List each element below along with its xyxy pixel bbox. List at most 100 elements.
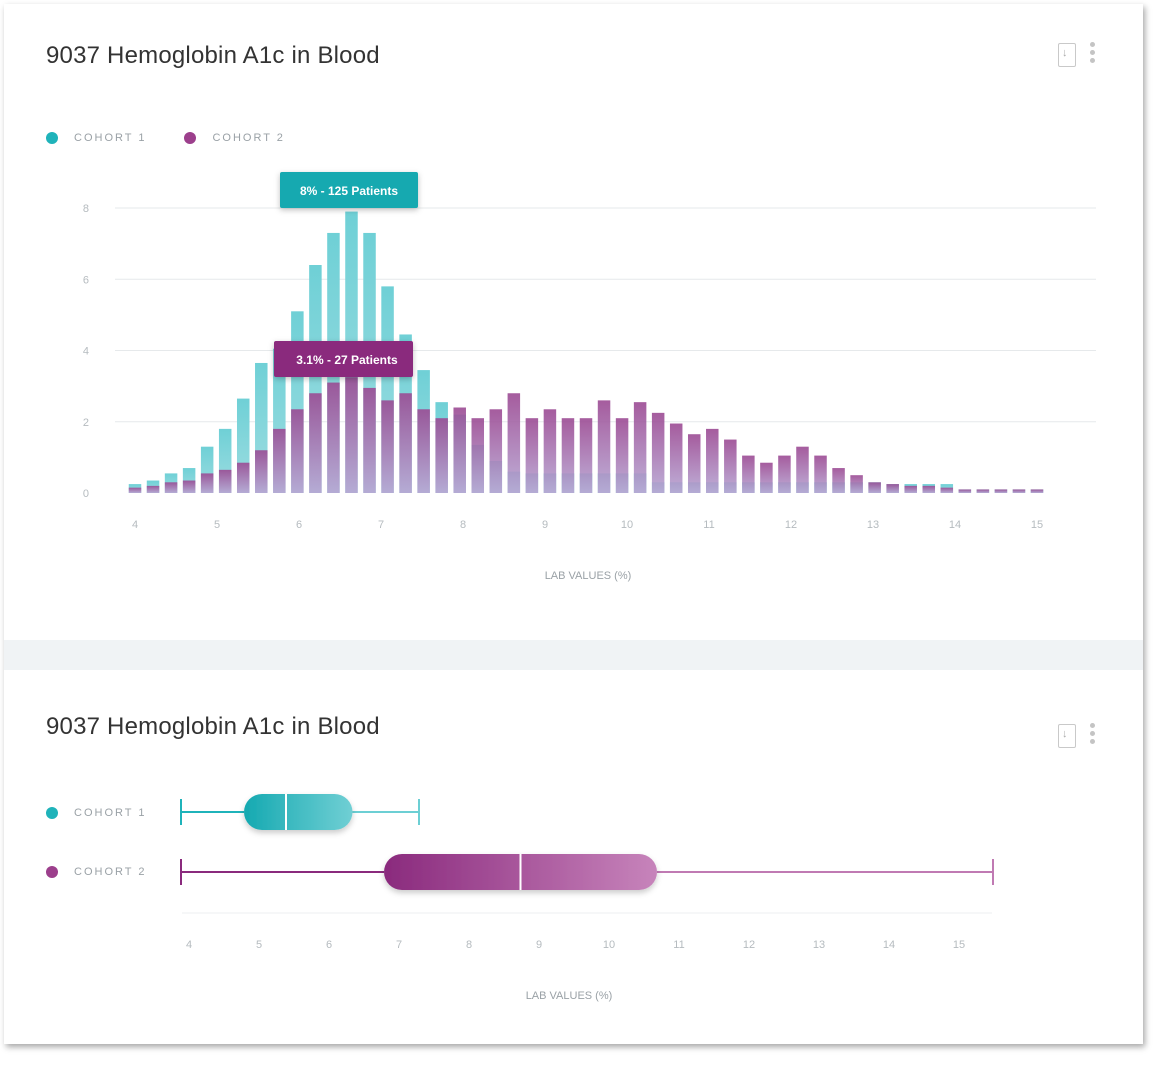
x-tick-label: 12	[743, 939, 755, 951]
bar-cohort2[interactable]	[309, 393, 322, 493]
bar-cohort2[interactable]	[345, 377, 358, 493]
bar-cohort2[interactable]	[327, 382, 340, 493]
bar-cohort2[interactable]	[399, 393, 412, 493]
bar-cohort2[interactable]	[1030, 489, 1044, 493]
x-tick-label: 5	[256, 939, 262, 951]
histogram-chart: 0 2 4 6 8 4 5 6 7 8 9 10 11 12 13 14 15 8% - 125 Patient…	[83, 172, 1096, 582]
x-tick-label: 6	[296, 519, 302, 531]
bar-cohort2[interactable]	[742, 455, 755, 493]
bar-cohort2[interactable]	[218, 469, 232, 493]
cohort2-legend-label[interactable]: COHORT 2	[74, 866, 147, 878]
tooltip-cohort2-text: 3.1% - 27 Patients	[296, 353, 398, 367]
bar-cohort2[interactable]	[597, 400, 611, 493]
bar-cohort2[interactable]	[922, 485, 936, 493]
bar-cohort2[interactable]	[669, 423, 683, 493]
bar-cohort2[interactable]	[291, 409, 304, 493]
x-tick-label: 13	[813, 939, 825, 951]
bar-cohort2[interactable]	[886, 484, 899, 493]
boxplot-card-title: 9037 Hemoglobin A1c in Blood	[46, 713, 380, 740]
boxplot-legend-cohort1: COHORT 1	[46, 807, 184, 819]
y-tick-label: 2	[83, 417, 89, 429]
bar-cohort2[interactable]	[958, 489, 972, 493]
bar-cohort2[interactable]	[868, 482, 881, 493]
bar-cohort2[interactable]	[363, 387, 376, 493]
y-tick-label: 6	[83, 274, 89, 286]
cohort2-legend-dot	[46, 866, 58, 878]
more-icon[interactable]	[1090, 42, 1095, 63]
bar-cohort2[interactable]	[850, 475, 863, 493]
bar-cohort2[interactable]	[381, 400, 394, 493]
x-tick-label: 13	[867, 519, 879, 531]
bar-cohort2[interactable]	[904, 485, 917, 493]
tooltip-cohort2: 3.1% - 27 Patients	[274, 341, 413, 377]
cohort1-legend-dot	[46, 807, 58, 819]
bar-cohort2[interactable]	[182, 480, 196, 493]
y-tick-label: 8	[83, 203, 89, 215]
x-tick-label: 11	[673, 939, 684, 951]
tooltip-cohort1-text: 8% - 125 Patients	[300, 184, 398, 198]
bar-cohort2[interactable]	[687, 434, 701, 493]
download-icon[interactable]	[1058, 724, 1076, 748]
bar-cohort2[interactable]	[507, 393, 521, 493]
bar-cohort2[interactable]	[273, 428, 286, 493]
boxplot-legend-cohort2: COHORT 2	[46, 866, 184, 878]
bar-cohort2[interactable]	[543, 409, 557, 493]
cohort2-legend-label[interactable]: COHORT 2	[212, 132, 285, 144]
x-tick-label: 10	[603, 939, 615, 951]
bar-cohort2[interactable]	[417, 409, 430, 493]
x-tick-label: 15	[953, 939, 965, 951]
bar-cohort2[interactable]	[778, 455, 791, 493]
bar-cohort2[interactable]	[724, 439, 737, 493]
bar-cohort2[interactable]	[128, 487, 142, 493]
bar-cohort2[interactable]	[525, 418, 539, 493]
x-tick-label: 8	[460, 519, 466, 531]
x-tick-label: 10	[621, 519, 633, 531]
cohort1-legend-label[interactable]: COHORT 1	[74, 807, 147, 819]
boxplot-chart: 4 5 6 7 8 9 10 11 12 13 14 15 LAB VALUES (%)	[180, 794, 994, 1002]
box-iqr[interactable]	[244, 794, 353, 830]
bar-cohort2[interactable]	[255, 450, 268, 493]
bar-cohort2[interactable]	[435, 418, 448, 493]
bar-cohort2[interactable]	[760, 462, 773, 493]
x-tick-label: 4	[132, 519, 138, 531]
bar-cohort2[interactable]	[976, 489, 990, 493]
tooltip-cohort1: 8% - 125 Patients	[280, 172, 418, 208]
bar-cohort2[interactable]	[796, 446, 809, 493]
bar-cohort2[interactable]	[994, 489, 1008, 493]
histogram-x-axis-label: LAB VALUES (%)	[545, 570, 632, 582]
histogram-card-title: 9037 Hemoglobin A1c in Blood	[46, 42, 380, 69]
bar-cohort2[interactable]	[832, 468, 845, 493]
x-tick-label: 14	[949, 519, 961, 531]
bar-cohort2[interactable]	[471, 418, 485, 493]
y-tick-label: 4	[83, 346, 89, 358]
bar-cohort2[interactable]	[453, 407, 466, 494]
x-tick-label: 9	[542, 519, 548, 531]
x-tick-label: 6	[326, 939, 332, 951]
cohort1-legend-label[interactable]: COHORT 1	[74, 132, 147, 144]
bar-cohort2[interactable]	[651, 412, 665, 493]
histogram-legend: COHORT 1 COHORT 2	[46, 132, 323, 144]
bar-cohort2[interactable]	[633, 402, 647, 493]
x-tick-label: 7	[378, 519, 384, 531]
bar-cohort2[interactable]	[561, 418, 575, 493]
bar-cohort2[interactable]	[940, 487, 954, 493]
bar-cohort2[interactable]	[146, 485, 160, 493]
download-icon[interactable]	[1058, 43, 1076, 67]
bar-cohort2[interactable]	[200, 473, 214, 493]
x-tick-label: 15	[1031, 519, 1043, 531]
x-tick-label: 7	[396, 939, 402, 951]
x-tick-label: 12	[785, 519, 797, 531]
x-tick-label: 8	[466, 939, 472, 951]
bar-cohort2[interactable]	[814, 455, 827, 493]
bar-cohort2[interactable]	[706, 428, 719, 493]
x-tick-label: 5	[214, 519, 220, 531]
bar-cohort2[interactable]	[615, 418, 629, 493]
bar-cohort2[interactable]	[1012, 489, 1026, 493]
bar-cohort2[interactable]	[579, 418, 593, 493]
bar-cohort2[interactable]	[164, 482, 178, 493]
bar-cohort2[interactable]	[489, 409, 503, 493]
cohort1-legend-dot	[46, 132, 58, 144]
bar-cohort2[interactable]	[236, 462, 250, 493]
more-icon[interactable]	[1090, 723, 1095, 744]
boxplot-x-axis-label: LAB VALUES (%)	[526, 990, 613, 1002]
